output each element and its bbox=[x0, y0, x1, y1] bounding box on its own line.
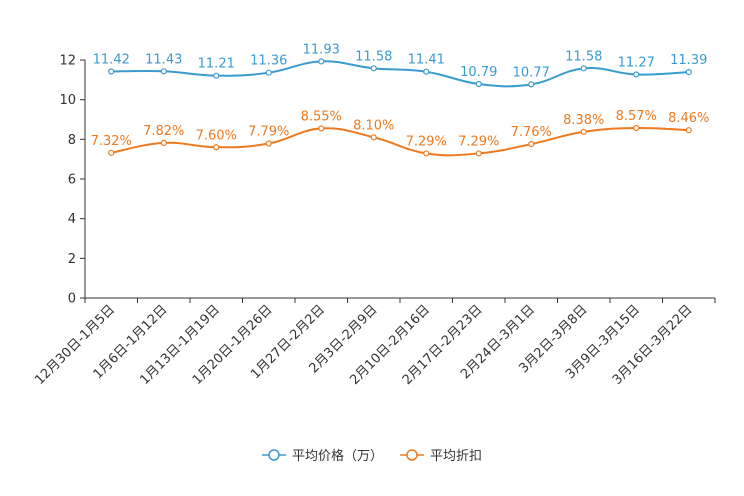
data-point[interactable] bbox=[528, 81, 535, 88]
series-1: 11.42 11.43 11.21 11.36 11.93 11.58 11.41 10.79… bbox=[93, 42, 707, 88]
data-point[interactable] bbox=[685, 127, 692, 134]
data-label: 11.27 bbox=[618, 55, 655, 70]
data-label: 11.42 bbox=[93, 53, 130, 68]
series-group: 11.42 11.43 11.21 11.36 11.93 11.58 11.41 10.79… bbox=[91, 42, 709, 157]
data-label: 8.38% bbox=[563, 113, 604, 128]
data-label: 7.60% bbox=[196, 128, 237, 143]
data-label: 10.77 bbox=[513, 65, 550, 80]
data-label: 11.21 bbox=[198, 57, 235, 72]
y-tick-label: 10 bbox=[59, 93, 76, 108]
data-label: 11.58 bbox=[355, 49, 392, 64]
legend-marker bbox=[268, 449, 280, 461]
y-tick-label: 0 bbox=[68, 292, 76, 307]
data-point[interactable] bbox=[108, 149, 115, 156]
legend-label: 平均折扣 bbox=[430, 449, 482, 464]
data-point[interactable] bbox=[685, 68, 692, 76]
legend-item-1[interactable]: 平均价格（万） bbox=[262, 448, 383, 464]
data-label: 7.32% bbox=[91, 134, 132, 149]
y-tick-label: 12 bbox=[59, 54, 76, 69]
legend-label: 平均价格（万） bbox=[292, 448, 383, 464]
data-label: 7.82% bbox=[143, 124, 184, 139]
data-label: 8.57% bbox=[616, 109, 657, 124]
data-point[interactable] bbox=[318, 125, 325, 132]
data-label: 11.43 bbox=[145, 52, 182, 67]
data-point[interactable] bbox=[265, 140, 272, 147]
data-point[interactable] bbox=[370, 134, 377, 141]
data-point[interactable] bbox=[318, 58, 325, 65]
data-point[interactable] bbox=[475, 150, 482, 157]
y-tick-label: 6 bbox=[68, 173, 76, 188]
data-point[interactable] bbox=[633, 71, 640, 78]
data-point[interactable] bbox=[475, 80, 482, 88]
data-label: 7.79% bbox=[248, 124, 289, 139]
legend-item-2[interactable]: 平均折扣 bbox=[400, 449, 482, 464]
y-tick-label: 8 bbox=[68, 133, 76, 148]
y-tick-label: 4 bbox=[68, 212, 76, 227]
data-point[interactable] bbox=[160, 139, 167, 147]
data-point[interactable] bbox=[580, 128, 587, 135]
legend: 平均价格（万） 平均折扣 bbox=[262, 448, 482, 464]
data-label: 11.58 bbox=[565, 49, 602, 64]
data-point[interactable] bbox=[633, 124, 640, 132]
data-point[interactable] bbox=[160, 68, 167, 75]
data-label: 7.29% bbox=[458, 134, 499, 149]
legend-marker bbox=[406, 449, 418, 461]
data-point[interactable] bbox=[423, 150, 430, 157]
data-label: 11.36 bbox=[250, 54, 287, 69]
data-point[interactable] bbox=[580, 65, 587, 72]
data-label: 7.29% bbox=[406, 134, 447, 149]
data-point[interactable] bbox=[528, 140, 535, 148]
data-label: 11.39 bbox=[670, 53, 707, 68]
data-point[interactable] bbox=[370, 65, 377, 72]
data-label: 11.93 bbox=[303, 42, 340, 57]
x-axis-ticks: 12月30日-1月5日1月6日-1月12日1月13日-1月19日1月20日-1月… bbox=[32, 298, 716, 388]
y-tick-label: 2 bbox=[68, 252, 76, 267]
data-label: 8.55% bbox=[301, 109, 342, 124]
data-point[interactable] bbox=[265, 69, 272, 76]
data-label: 7.76% bbox=[511, 125, 552, 140]
data-point[interactable] bbox=[423, 68, 430, 75]
data-point[interactable] bbox=[213, 144, 220, 151]
data-point[interactable] bbox=[108, 68, 115, 75]
y-axis-ticks: 0 2 4 6 8 10 12 bbox=[59, 54, 85, 307]
data-label: 11.41 bbox=[408, 53, 445, 68]
data-point[interactable] bbox=[213, 72, 220, 79]
series-line bbox=[111, 60, 689, 88]
data-label: 10.79 bbox=[460, 65, 497, 80]
data-label: 8.10% bbox=[353, 118, 394, 133]
series-line bbox=[111, 127, 689, 157]
series-2: 7.32% 7.82% 7.60% 7.79% 8.55% 8.10% 7.29% 7.29%… bbox=[91, 109, 709, 157]
data-label: 8.46% bbox=[668, 111, 709, 126]
